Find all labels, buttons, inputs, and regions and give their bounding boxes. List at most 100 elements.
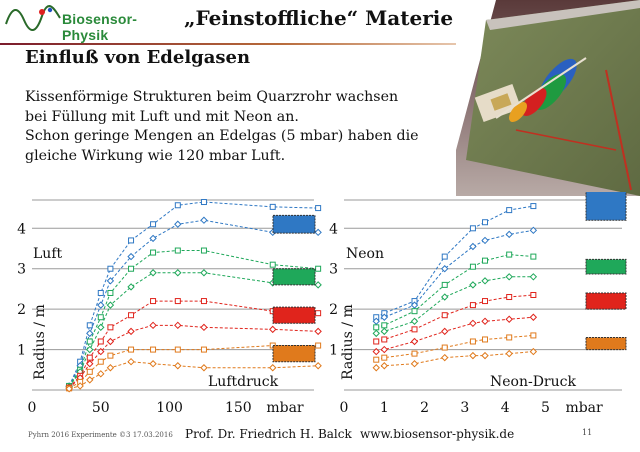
data-point (373, 356, 380, 363)
data-point (174, 269, 182, 277)
data-point (106, 364, 115, 372)
data-point (314, 362, 322, 370)
data-point (380, 313, 388, 321)
data-point (200, 199, 207, 206)
data-point (481, 351, 489, 360)
series-line (376, 334, 534, 361)
x-tick-label: 2 (420, 400, 429, 416)
data-point (86, 338, 93, 345)
data-point (529, 273, 538, 281)
data-point (315, 205, 322, 212)
x-tick-label: 0 (28, 400, 37, 416)
slide-title: „Feinstoffliche“ Materie (184, 6, 454, 30)
data-point (506, 251, 513, 258)
footer-date: Pyhrn 2016 Experimente ©3 17.03.2016 (28, 431, 173, 439)
series-line (68, 345, 319, 389)
data-point (410, 301, 419, 309)
y-tick-label: 4 (329, 221, 338, 237)
data-point (410, 360, 419, 368)
data-point (481, 317, 489, 325)
data-point (441, 312, 448, 319)
data-point (469, 319, 477, 328)
series-line (376, 316, 534, 353)
title-divider (0, 43, 462, 45)
data-point (469, 281, 477, 289)
data-point (200, 323, 208, 332)
data-point (128, 346, 135, 353)
chart-title: Neon (346, 246, 384, 262)
data-point (410, 317, 419, 325)
data-point (174, 247, 181, 254)
data-point (86, 329, 94, 338)
data-point (174, 346, 181, 353)
body-line: gleiche Wirkung wie 120 mbar Luft. (25, 147, 286, 164)
data-point (441, 344, 448, 351)
series-line (68, 201, 319, 387)
data-point (149, 321, 157, 330)
data-point (315, 310, 322, 317)
legend-color-box (585, 258, 627, 275)
data-point (530, 292, 537, 298)
data-point (482, 257, 489, 264)
data-point (372, 347, 380, 356)
data-point (174, 298, 181, 305)
data-point (107, 352, 114, 359)
logo-text: Biosensor-Physik (62, 11, 138, 43)
x-tick-label: 150 (225, 400, 252, 416)
data-point (200, 364, 208, 372)
data-point (441, 281, 448, 288)
data-point (76, 382, 84, 390)
x-tick-label: 4 (501, 400, 510, 416)
data-point (314, 281, 322, 289)
data-point (529, 347, 538, 356)
data-point (469, 338, 476, 345)
series-line (68, 250, 319, 387)
data-point (65, 385, 73, 393)
data-point (200, 298, 207, 305)
data-point (380, 362, 388, 370)
data-point (200, 269, 208, 277)
chart-neon: 1 2 3 4 0 1 2 3 4 5 mbar Neon Neon-Druck Radius / m (329, 192, 627, 416)
data-point (97, 338, 104, 345)
data-point (410, 337, 419, 346)
data-point (127, 252, 135, 261)
data-point (97, 370, 105, 378)
data-point (97, 314, 104, 321)
data-point (269, 203, 276, 210)
data-point (372, 364, 380, 372)
data-point (174, 220, 182, 228)
data-point (482, 219, 489, 226)
y-tick-label: 3 (17, 262, 26, 278)
y-axis-label: Radius / m (32, 304, 48, 380)
legend-color-box (272, 268, 316, 286)
data-point (505, 230, 513, 239)
data-point (469, 242, 477, 251)
data-point (149, 360, 157, 368)
data-point (505, 315, 513, 323)
data-point (149, 269, 157, 277)
data-point (373, 338, 380, 345)
data-point (86, 345, 94, 354)
data-point (441, 353, 449, 362)
x-tick-label: 100 (156, 400, 183, 416)
body-text: Kissenförmige Strukturen beim Quarzrohr … (25, 88, 455, 166)
data-point (97, 358, 104, 365)
data-point (411, 308, 418, 315)
data-point (128, 312, 135, 319)
data-point (269, 325, 277, 334)
data-point (529, 313, 538, 321)
legend-color-box (272, 345, 316, 363)
x-tick-label: 3 (460, 400, 469, 416)
data-point (481, 236, 489, 245)
data-point (505, 273, 513, 281)
footer-url: www.biosensor-physik.de (360, 427, 515, 441)
data-point (506, 207, 513, 214)
data-point (107, 324, 114, 331)
data-point (315, 265, 322, 272)
y-axis-label: Radius / m (340, 304, 356, 380)
legend-color-box (272, 214, 316, 234)
y-tick-label: 2 (329, 302, 338, 318)
data-point (469, 351, 477, 360)
data-point (174, 362, 182, 370)
series-line (376, 276, 534, 334)
